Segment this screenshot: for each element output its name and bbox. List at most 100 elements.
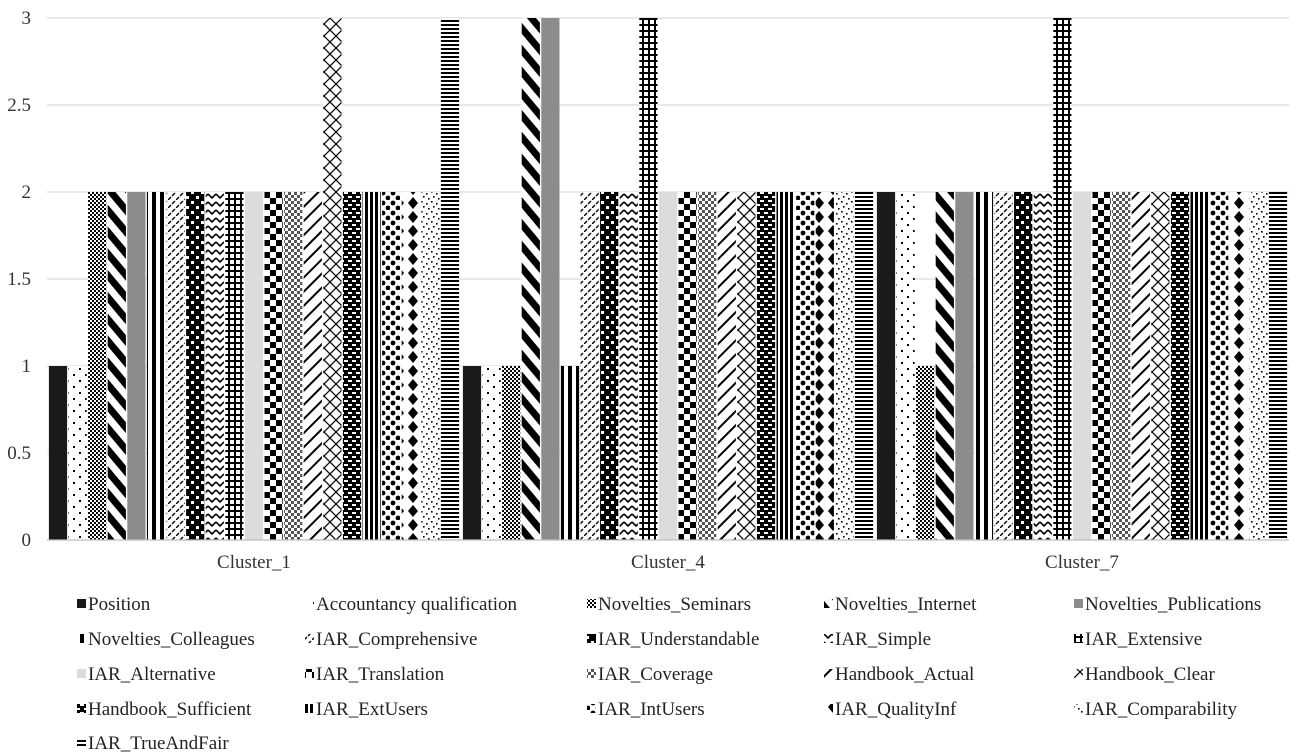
legend-swatch <box>77 599 86 608</box>
legend-swatch <box>305 704 314 713</box>
bar <box>108 192 126 540</box>
bar <box>127 192 145 540</box>
bar <box>541 18 559 540</box>
bar <box>1093 192 1111 540</box>
bar <box>916 366 934 540</box>
bar <box>698 192 716 540</box>
bar <box>737 192 755 540</box>
bar <box>49 366 67 540</box>
y-tick-label: 1 <box>22 356 32 377</box>
legend-swatch <box>1074 704 1083 713</box>
bar <box>363 192 381 540</box>
legend-label: IAR_Alternative <box>88 664 216 685</box>
bar <box>620 192 638 540</box>
bar <box>304 192 322 540</box>
legend-swatch <box>824 704 833 713</box>
legend-swatch <box>824 634 833 643</box>
category-label: Cluster_4 <box>631 552 705 573</box>
legend-label: IAR_Understandable <box>598 629 759 650</box>
bar <box>186 192 204 540</box>
bar <box>816 192 834 540</box>
bar <box>600 192 618 540</box>
bar <box>1171 192 1189 540</box>
y-tick-label: 2.5 <box>7 95 31 116</box>
bar <box>1230 192 1248 540</box>
legend-swatch <box>824 599 833 608</box>
legend-label: IAR_Extensive <box>1085 629 1202 650</box>
legend-label: IAR_Comparability <box>1085 699 1237 720</box>
bar <box>245 192 263 540</box>
bar <box>421 192 439 540</box>
bar <box>757 192 775 540</box>
legend-label: IAR_IntUsers <box>598 699 705 720</box>
legend-label: IAR_ExtUsers <box>316 699 428 720</box>
bar <box>343 192 361 540</box>
bar <box>1014 192 1032 540</box>
legend-swatch <box>77 704 86 713</box>
legend-swatch <box>1074 634 1083 643</box>
bar <box>561 366 579 540</box>
y-tick-label: 1.5 <box>7 269 31 290</box>
bar <box>1151 192 1169 540</box>
bar <box>69 366 87 540</box>
bar <box>1249 192 1267 540</box>
bar <box>995 192 1013 540</box>
legend-label: IAR_Coverage <box>598 664 713 685</box>
bar <box>1210 192 1228 540</box>
bar <box>639 18 657 540</box>
bar <box>777 192 795 540</box>
bar <box>522 18 540 540</box>
bar <box>897 192 915 540</box>
category-label: Cluster_7 <box>1045 552 1119 573</box>
y-tick-label: 0.5 <box>7 443 31 464</box>
bar <box>502 366 520 540</box>
bar <box>796 192 814 540</box>
y-axis-tick-labels: 0 0.5 1 1.5 2 2.5 3 <box>7 8 31 551</box>
bars <box>49 18 1287 540</box>
legend-label: IAR_QualityInf <box>835 699 957 720</box>
bar <box>382 192 400 540</box>
legend-label: Novelties_Colleagues <box>88 629 255 650</box>
legend-swatch <box>305 634 314 643</box>
bar <box>1073 192 1091 540</box>
bar <box>835 192 853 540</box>
bar <box>855 192 873 540</box>
legend-label: IAR_Simple <box>835 629 931 650</box>
bar <box>936 192 954 540</box>
legend-swatch <box>1074 669 1083 678</box>
bar <box>975 192 993 540</box>
bar <box>265 192 283 540</box>
legend-label: IAR_Comprehensive <box>316 629 477 650</box>
bar <box>323 18 341 540</box>
legend-label: IAR_Translation <box>316 664 445 685</box>
legend-label: Handbook_Actual <box>835 664 974 685</box>
legend-swatch <box>587 704 596 713</box>
bar <box>955 192 973 540</box>
bar <box>1269 192 1287 540</box>
legend-label: Handbook_Clear <box>1085 664 1215 685</box>
bar <box>1053 18 1071 540</box>
bar <box>284 192 302 540</box>
legend-label: Novelties_Publications <box>1085 594 1261 615</box>
legend-swatch <box>1074 599 1083 608</box>
bar <box>1034 192 1052 540</box>
legend-swatch <box>305 599 314 608</box>
legend-label: Handbook_Sufficient <box>88 699 252 720</box>
legend-label: Novelties_Internet <box>835 594 977 615</box>
bar <box>206 192 224 540</box>
bar <box>1132 192 1150 540</box>
legend-swatch <box>824 669 833 678</box>
x-axis-category-labels: Cluster_1 Cluster_4 Cluster_7 <box>217 552 1119 573</box>
legend-label: Novelties_Seminars <box>598 594 751 615</box>
bar <box>441 18 459 540</box>
legend-swatch <box>305 669 314 678</box>
bar <box>167 192 185 540</box>
legend-swatch <box>587 669 596 678</box>
category-label: Cluster_1 <box>217 552 291 573</box>
legend-label: Position <box>88 594 151 615</box>
bar <box>88 192 106 540</box>
legend-swatch <box>587 634 596 643</box>
y-tick-label: 0 <box>22 530 32 551</box>
legend-label: Accountancy qualification <box>316 594 518 615</box>
